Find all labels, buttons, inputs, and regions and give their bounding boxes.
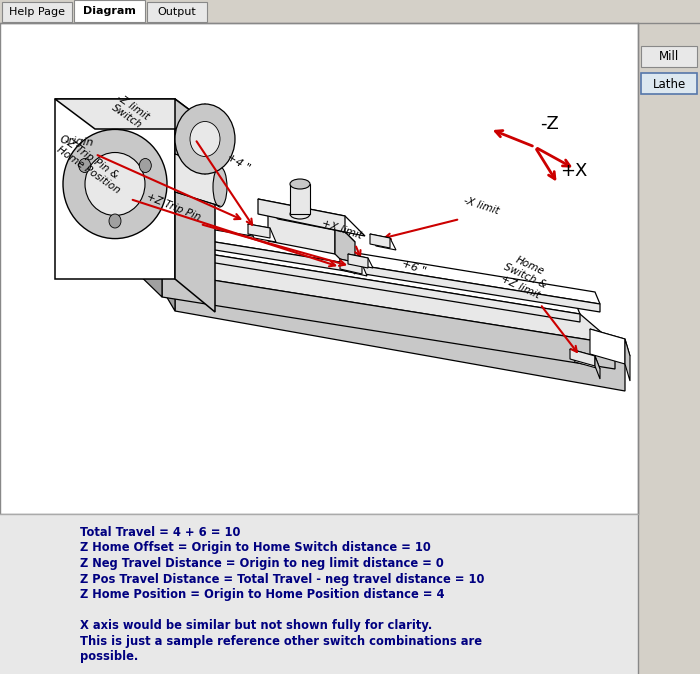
Ellipse shape	[85, 152, 145, 216]
Text: Total Travel = 4 + 6 = 10: Total Travel = 4 + 6 = 10	[80, 526, 240, 539]
Polygon shape	[348, 254, 368, 268]
Polygon shape	[128, 229, 580, 314]
Polygon shape	[0, 23, 638, 514]
Ellipse shape	[190, 121, 220, 156]
Text: Help Page: Help Page	[9, 7, 65, 17]
Polygon shape	[175, 154, 220, 206]
Polygon shape	[335, 222, 355, 274]
Polygon shape	[641, 46, 697, 67]
Polygon shape	[595, 356, 600, 379]
Polygon shape	[153, 232, 600, 312]
Text: Origin: Origin	[60, 135, 94, 148]
Ellipse shape	[290, 179, 310, 189]
Text: Z Pos Travel Distance = Total Travel - neg travel distance = 10: Z Pos Travel Distance = Total Travel - n…	[80, 572, 484, 586]
Polygon shape	[570, 349, 595, 366]
Text: X axis would be similar but not shown fully for clarity.: X axis would be similar but not shown fu…	[80, 619, 433, 632]
Polygon shape	[570, 349, 600, 369]
Text: -Z Trip Pin &
Home Position: -Z Trip Pin & Home Position	[55, 135, 129, 196]
Polygon shape	[268, 209, 355, 242]
Polygon shape	[128, 239, 615, 344]
Polygon shape	[625, 339, 630, 381]
Polygon shape	[162, 259, 175, 311]
Polygon shape	[340, 259, 367, 276]
Polygon shape	[175, 281, 625, 391]
Text: possible.: possible.	[80, 650, 139, 663]
Polygon shape	[162, 272, 615, 369]
Polygon shape	[147, 2, 207, 22]
Text: +X limit: +X limit	[320, 218, 363, 241]
Ellipse shape	[109, 214, 121, 228]
Text: -Z limit
Switch: -Z limit Switch	[108, 92, 151, 131]
Text: Home
Switch &
+Z limit: Home Switch & +Z limit	[497, 251, 553, 301]
Ellipse shape	[139, 158, 151, 173]
Polygon shape	[175, 99, 215, 312]
Text: Output: Output	[158, 7, 197, 17]
Polygon shape	[2, 2, 72, 22]
Text: Lathe: Lathe	[652, 78, 685, 90]
Polygon shape	[290, 184, 310, 214]
Text: -X limit: -X limit	[462, 195, 500, 216]
Text: +6 ": +6 "	[400, 258, 427, 276]
Polygon shape	[340, 259, 362, 274]
Polygon shape	[74, 0, 145, 22]
Ellipse shape	[290, 209, 310, 219]
Polygon shape	[590, 329, 630, 356]
Text: Mill: Mill	[659, 51, 679, 63]
Polygon shape	[258, 199, 365, 236]
Polygon shape	[348, 254, 373, 268]
Text: -Z: -Z	[540, 115, 559, 133]
Polygon shape	[370, 234, 396, 250]
Polygon shape	[162, 259, 625, 361]
Text: This is just a sample reference other switch combinations are: This is just a sample reference other sw…	[80, 634, 482, 648]
Ellipse shape	[63, 129, 167, 239]
Text: +4 ": +4 "	[225, 152, 252, 173]
Polygon shape	[370, 234, 390, 248]
Polygon shape	[0, 514, 638, 674]
Text: Z Home Offset = Origin to Home Switch distance = 10: Z Home Offset = Origin to Home Switch di…	[80, 541, 430, 555]
Polygon shape	[248, 224, 270, 238]
Ellipse shape	[213, 167, 227, 207]
Polygon shape	[258, 199, 345, 232]
Text: Z Neg Travel Distance = Origin to neg limit distance = 0: Z Neg Travel Distance = Origin to neg li…	[80, 557, 444, 570]
Ellipse shape	[78, 158, 91, 173]
Polygon shape	[55, 99, 215, 129]
Text: Diagram: Diagram	[83, 6, 135, 16]
Polygon shape	[55, 99, 175, 279]
Ellipse shape	[175, 104, 235, 174]
Text: +Z Trip Pin: +Z Trip Pin	[145, 192, 202, 223]
Text: Z Home Position = Origin to Home Position distance = 4: Z Home Position = Origin to Home Positio…	[80, 588, 444, 601]
Polygon shape	[638, 23, 700, 674]
Polygon shape	[0, 0, 700, 23]
Polygon shape	[590, 329, 625, 364]
Polygon shape	[641, 73, 697, 94]
Text: +X: +X	[560, 162, 587, 180]
Polygon shape	[135, 242, 580, 322]
Polygon shape	[248, 224, 276, 242]
Polygon shape	[128, 239, 162, 297]
Polygon shape	[268, 209, 335, 254]
Polygon shape	[148, 219, 600, 304]
